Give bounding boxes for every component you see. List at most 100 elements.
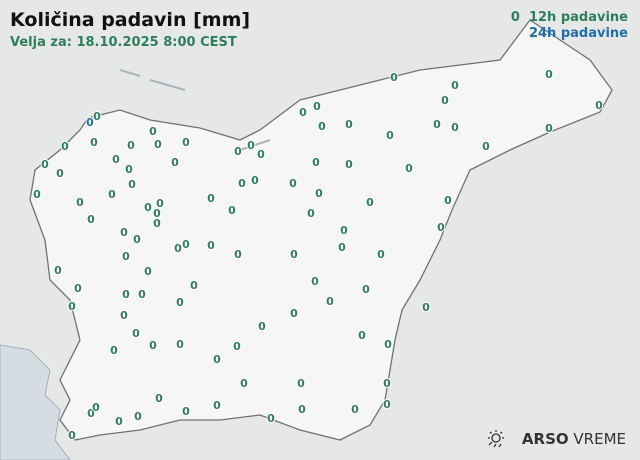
station-value-12h[interactable]: 0 — [152, 216, 162, 231]
station-value-12h[interactable]: 0 — [237, 176, 247, 191]
station-value-12h[interactable]: 0 — [365, 195, 375, 210]
station-value-12h[interactable]: 0 — [175, 295, 185, 310]
station-value-12h[interactable]: 0 — [154, 391, 164, 406]
station-value-12h[interactable]: 0 — [67, 428, 77, 443]
station-value-12h[interactable]: 0 — [250, 173, 260, 188]
station-value-12h[interactable]: 0 — [143, 200, 153, 215]
station-value-12h[interactable]: 0 — [206, 191, 216, 206]
station-value-12h[interactable]: 0 — [152, 206, 162, 221]
station-value-12h[interactable]: 0 — [296, 376, 306, 391]
station-value-12h[interactable]: 0 — [189, 278, 199, 293]
station-value-12h[interactable]: 0 — [89, 135, 99, 150]
station-value-12h[interactable]: 0 — [181, 135, 191, 150]
station-value-12h[interactable]: 0 — [67, 299, 77, 314]
station-value-12h[interactable]: 0 — [137, 287, 147, 302]
station-value-12h[interactable]: 0 — [450, 120, 460, 135]
station-value-12h[interactable]: 0 — [170, 155, 180, 170]
station-value-12h[interactable]: 0 — [86, 212, 96, 227]
station-value-12h[interactable]: 0 — [257, 319, 267, 334]
station-value-12h[interactable]: 0 — [256, 147, 266, 162]
station-value-12h[interactable]: 0 — [121, 287, 131, 302]
station-value-12h[interactable]: 0 — [91, 400, 101, 415]
station-value-12h[interactable]: 0 — [107, 187, 117, 202]
station-value-12h[interactable]: 0 — [376, 247, 386, 262]
station-value-12h[interactable]: 0 — [325, 294, 335, 309]
station-value-12h[interactable]: 0 — [344, 117, 354, 132]
station-value-12h[interactable]: 0 — [131, 326, 141, 341]
station-value-12h[interactable]: 0 — [227, 203, 237, 218]
station-value-12h[interactable]: 0 — [357, 328, 367, 343]
station-value-12h[interactable]: 0 — [181, 404, 191, 419]
station-value-12h[interactable]: 0 — [436, 220, 446, 235]
station-value-12h[interactable]: 0 — [212, 352, 222, 367]
station-value-12h[interactable]: 0 — [32, 187, 42, 202]
station-value-12h[interactable]: 0 — [266, 411, 276, 426]
station-value-12h[interactable]: 0 — [339, 223, 349, 238]
station-value-12h[interactable]: 0 — [310, 274, 320, 289]
station-value-12h[interactable]: 0 — [53, 263, 63, 278]
station-value-12h[interactable]: 0 — [481, 139, 491, 154]
station-value-12h[interactable]: 0 — [312, 99, 322, 114]
station-value-12h[interactable]: 0 — [361, 282, 371, 297]
station-value-12h[interactable]: 0 — [181, 237, 191, 252]
station-value-12h[interactable]: 0 — [114, 414, 124, 429]
station-value-12h[interactable]: 0 — [175, 337, 185, 352]
station-value-12h[interactable]: 0 — [75, 195, 85, 210]
station-value-24h[interactable]: 0 — [85, 115, 95, 130]
station-value-12h[interactable]: 0 — [337, 240, 347, 255]
station-value-12h[interactable]: 0 — [246, 138, 256, 153]
station-value-12h[interactable]: 0 — [432, 117, 442, 132]
station-value-12h[interactable]: 0 — [289, 247, 299, 262]
station-value-12h[interactable]: 0 — [404, 161, 414, 176]
station-value-12h[interactable]: 0 — [119, 308, 129, 323]
arso-logo[interactable]: ARSO VREME — [486, 430, 626, 448]
station-value-12h[interactable]: 0 — [311, 155, 321, 170]
station-value-12h[interactable]: 0 — [382, 376, 392, 391]
station-value-12h[interactable]: 0 — [232, 339, 242, 354]
station-value-12h[interactable]: 0 — [148, 124, 158, 139]
station-value-12h[interactable]: 0 — [206, 238, 216, 253]
station-value-12h[interactable]: 0 — [350, 402, 360, 417]
station-value-12h[interactable]: 0 — [153, 137, 163, 152]
station-value-12h[interactable]: 0 — [124, 162, 134, 177]
station-value-12h[interactable]: 0 — [233, 247, 243, 262]
station-value-12h[interactable]: 0 — [173, 241, 183, 256]
station-value-12h[interactable]: 0 — [288, 176, 298, 191]
station-value-12h[interactable]: 0 — [60, 139, 70, 154]
station-value-12h[interactable]: 0 — [289, 306, 299, 321]
station-value-12h[interactable]: 0 — [133, 409, 143, 424]
station-value-12h[interactable]: 0 — [92, 109, 102, 124]
station-value-12h[interactable]: 0 — [132, 232, 142, 247]
station-value-12h[interactable]: 0 — [544, 67, 554, 82]
station-value-12h[interactable]: 0 — [40, 157, 50, 172]
station-value-12h[interactable]: 0 — [119, 225, 129, 240]
station-value-12h[interactable]: 0 — [544, 121, 554, 136]
station-value-12h[interactable]: 0 — [239, 376, 249, 391]
station-value-12h[interactable]: 0 — [440, 93, 450, 108]
station-value-12h[interactable]: 0 — [111, 152, 121, 167]
station-value-12h[interactable]: 0 — [314, 186, 324, 201]
station-value-12h[interactable]: 0 — [155, 196, 165, 211]
station-value-12h[interactable]: 0 — [212, 398, 222, 413]
station-value-12h[interactable]: 0 — [148, 338, 158, 353]
station-value-12h[interactable]: 0 — [344, 157, 354, 172]
station-value-12h[interactable]: 0 — [121, 249, 131, 264]
station-value-12h[interactable]: 0 — [594, 98, 604, 113]
station-value-12h[interactable]: 0 — [127, 177, 137, 192]
station-value-12h[interactable]: 0 — [126, 138, 136, 153]
station-value-12h[interactable]: 0 — [86, 406, 96, 421]
station-value-12h[interactable]: 0 — [450, 78, 460, 93]
station-value-12h[interactable]: 0 — [109, 343, 119, 358]
station-value-12h[interactable]: 0 — [297, 402, 307, 417]
station-value-12h[interactable]: 0 — [383, 337, 393, 352]
station-value-12h[interactable]: 0 — [443, 193, 453, 208]
station-value-12h[interactable]: 0 — [385, 128, 395, 143]
station-value-12h[interactable]: 0 — [298, 105, 308, 120]
station-value-12h[interactable]: 0 — [382, 397, 392, 412]
station-value-12h[interactable]: 0 — [73, 281, 83, 296]
station-value-12h[interactable]: 0 — [306, 206, 316, 221]
station-value-12h[interactable]: 0 — [233, 144, 243, 159]
station-value-12h[interactable]: 0 — [421, 300, 431, 315]
station-value-12h[interactable]: 0 — [389, 70, 399, 85]
